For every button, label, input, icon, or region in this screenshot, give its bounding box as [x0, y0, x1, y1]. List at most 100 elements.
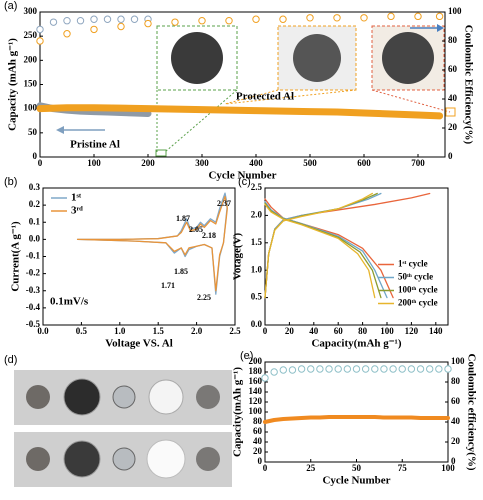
arrow-head [437, 24, 444, 32]
data-point [90, 15, 98, 23]
connector [371, 89, 451, 113]
legend-label: 100ᵗʰ cycle [398, 285, 438, 295]
x-tick-label: 100 [87, 158, 101, 168]
peak-label: 2.18 [202, 231, 216, 240]
photo-object [196, 447, 220, 471]
connector [224, 89, 279, 105]
y2-tick-label: 80 [451, 376, 461, 386]
x-tick-label: 25 [306, 463, 316, 473]
x-tick-label: 200 [141, 158, 155, 168]
data-point [380, 365, 388, 373]
data-line [76, 192, 228, 295]
y2-tick-label: 0 [448, 151, 453, 161]
data-point [297, 365, 306, 373]
y-tick-label: 160 [249, 376, 263, 386]
y2-axis-label: Coulombic Efficiency(%) [462, 25, 474, 145]
data-point [171, 18, 179, 26]
data-point [252, 15, 260, 23]
annotation: Pristine Al [70, 139, 120, 151]
y2-tick-label: 40 [448, 93, 458, 103]
data-point [316, 365, 324, 373]
data-point [407, 365, 416, 373]
data-point [444, 365, 452, 373]
data-point [270, 368, 278, 376]
photo [382, 32, 434, 84]
y-tick-label: -0.2 [26, 268, 41, 278]
data-point [416, 365, 425, 373]
data-point [398, 365, 406, 373]
panel-label: (a) [4, 0, 17, 12]
y-tick-label: -0.3 [26, 285, 41, 295]
y-tick-label: 0.2 [29, 199, 41, 209]
y-tick-label: 0 [258, 456, 263, 466]
y2-tick-label: 80 [448, 35, 458, 45]
x-tick-label: 600 [357, 158, 371, 168]
data-point [325, 365, 333, 373]
peak-label: 2.37 [217, 199, 231, 208]
y-tick-label: 80 [253, 416, 263, 426]
y-tick-label: 200 [24, 54, 38, 64]
photo-object [148, 379, 184, 415]
x-tick-label: 2.5 [229, 326, 241, 336]
x-tick-label: 0.0 [37, 326, 49, 336]
legend-label: 3ʳᵈ [71, 205, 83, 217]
y2-tick-label: 60 [448, 64, 458, 74]
y-tick-label: 1.5 [251, 237, 263, 247]
y-tick-label: 100 [249, 406, 263, 416]
y2-axis-label: Coulombic efficiency(%) [465, 354, 477, 471]
x-tick-label: 0 [263, 463, 268, 473]
x-tick-label: 0.5 [76, 326, 88, 336]
data-line [264, 192, 376, 299]
x-tick-label: 75 [398, 463, 408, 473]
y-tick-label: -0.5 [26, 319, 41, 329]
y-tick-label: 50 [28, 127, 38, 137]
legend-label: 50ᵗʰ cycle [398, 272, 433, 282]
data-point [198, 17, 206, 25]
y-axis-label: Votage(V) [232, 233, 244, 281]
x-tick-label: 400 [249, 158, 263, 168]
data-point [76, 17, 85, 25]
data-point [371, 365, 379, 373]
x-tick-label: 20 [285, 326, 295, 336]
x-tick-label: 700 [411, 158, 425, 168]
y-tick-label: 0 [33, 151, 38, 161]
photo [293, 34, 341, 82]
zoom-box [445, 107, 456, 117]
data-point [63, 17, 71, 25]
y-axis-label: Current(A g⁻¹) [10, 221, 22, 292]
legend-label: 1ˢᵗ cycle [398, 259, 428, 269]
data-line [76, 195, 228, 292]
peak-label: 2.25 [197, 293, 211, 302]
y-tick-label: 300 [24, 6, 38, 16]
data-point [117, 15, 125, 23]
x-tick-label: 300 [195, 158, 209, 168]
photo [171, 32, 223, 84]
x-tick-label: 120 [405, 326, 419, 336]
data-line [264, 192, 388, 299]
x-tick-label: 60 [334, 326, 344, 336]
y-axis-label: Capacity (mAh g⁻¹) [7, 38, 19, 131]
y2-tick-label: 20 [451, 436, 461, 446]
photo-object [146, 439, 186, 479]
y-tick-label: 250 [24, 30, 38, 40]
y-tick-label: 150 [24, 79, 38, 89]
x-tick-label: 80 [358, 326, 368, 336]
photo-panel [14, 370, 232, 487]
data-point [387, 12, 395, 21]
data-point [389, 365, 397, 373]
y-tick-label: 40 [253, 436, 263, 446]
data-point [103, 15, 112, 23]
y-tick-label: 140 [249, 386, 263, 396]
annotation: Protected Al [236, 91, 294, 103]
y-tick-label: 20 [253, 446, 263, 456]
y2-tick-label: 0 [451, 456, 456, 466]
x-tick-label: 100 [441, 463, 455, 473]
data-point [279, 366, 287, 374]
x-tick-label: 1.0 [114, 326, 126, 336]
y-tick-label: 180 [249, 366, 263, 376]
data-point [279, 15, 287, 23]
data-point [90, 25, 98, 34]
legend-label: 1ˢᵗ [71, 192, 82, 204]
y-tick-label: 200 [249, 356, 263, 366]
